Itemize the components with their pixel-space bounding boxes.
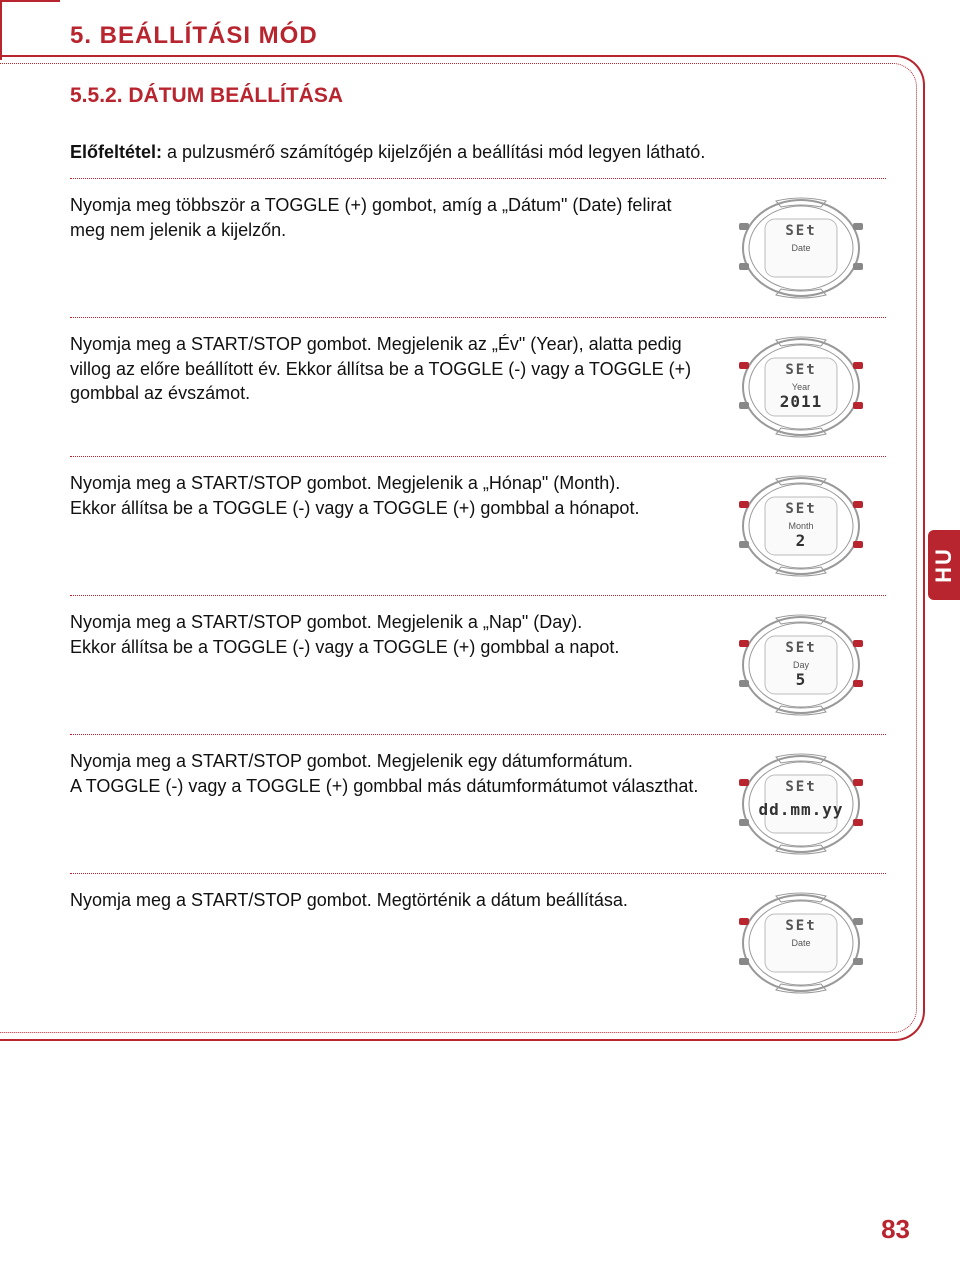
step-row: Nyomja meg a START/STOP gombot. Megjelen…: [70, 318, 886, 457]
svg-text:2: 2: [796, 531, 807, 550]
subsection-heading: 5.5.2. DÁTUM BEÁLLÍTÁSA: [70, 84, 886, 108]
watch-illustration: SEt Year 2011: [716, 332, 886, 442]
watch-illustration: SEt Month 2: [716, 471, 886, 581]
svg-text:Month: Month: [788, 521, 813, 531]
page-number: 83: [881, 1214, 910, 1245]
section-heading: 5. BEÁLLÍTÁSI MÓD: [70, 22, 318, 50]
step-text: Nyomja meg a START/STOP gombot. Megjelen…: [70, 610, 704, 659]
svg-text:Year: Year: [792, 382, 810, 392]
step-text: Nyomja meg a START/STOP gombot. Megjelen…: [70, 471, 704, 520]
content-frame: 5.5.2. DÁTUM BEÁLLÍTÁSA Előfeltétel: a p…: [0, 55, 925, 1041]
svg-text:Date: Date: [791, 243, 810, 253]
language-tab: HU: [928, 530, 960, 600]
watch-icon: SEt Date: [721, 193, 881, 303]
corner-decor: [0, 0, 60, 60]
step-row: Nyomja meg a START/STOP gombot. Megjelen…: [70, 596, 886, 735]
watch-illustration: SEt Date: [716, 193, 886, 303]
step-text: Nyomja meg a START/STOP gombot. Megjelen…: [70, 332, 704, 405]
step-row: Nyomja meg a START/STOP gombot. Megjelen…: [70, 735, 886, 874]
svg-text:SEt: SEt: [785, 779, 816, 795]
watch-illustration: SEt Day 5: [716, 610, 886, 720]
svg-text:2011: 2011: [780, 392, 823, 411]
watch-icon: SEt Month 2: [721, 471, 881, 581]
watch-icon: SEt Year 2011: [721, 332, 881, 442]
language-label: HU: [931, 547, 957, 583]
svg-text:SEt: SEt: [785, 640, 816, 656]
step-row: Nyomja meg többször a TOGGLE (+) gombot,…: [70, 179, 886, 318]
step-row: Nyomja meg a START/STOP gombot. Megtörté…: [70, 874, 886, 1012]
svg-text:Day: Day: [793, 660, 810, 670]
step-text: Nyomja meg a START/STOP gombot. Megtörté…: [70, 888, 704, 912]
svg-text:SEt: SEt: [785, 501, 816, 517]
svg-text:SEt: SEt: [785, 362, 816, 378]
watch-icon: SEt dd.mm.yy: [721, 749, 881, 859]
svg-text:SEt: SEt: [785, 223, 816, 239]
step-text: Előfeltétel: a pulzusmérő számítógép kij…: [70, 140, 886, 164]
step-text: Nyomja meg többször a TOGGLE (+) gombot,…: [70, 193, 704, 242]
watch-illustration: SEt Date: [716, 888, 886, 998]
step-row: Előfeltétel: a pulzusmérő számítógép kij…: [70, 126, 886, 179]
content-inner: 5.5.2. DÁTUM BEÁLLÍTÁSA Előfeltétel: a p…: [0, 63, 917, 1033]
watch-illustration: SEt dd.mm.yy: [716, 749, 886, 859]
steps-list: Előfeltétel: a pulzusmérő számítógép kij…: [70, 126, 886, 1012]
svg-text:Date: Date: [791, 938, 810, 948]
svg-text:5: 5: [796, 670, 807, 689]
watch-icon: SEt Date: [721, 888, 881, 998]
step-row: Nyomja meg a START/STOP gombot. Megjelen…: [70, 457, 886, 596]
watch-icon: SEt Day 5: [721, 610, 881, 720]
svg-text:SEt: SEt: [785, 918, 816, 934]
svg-text:dd.mm.yy: dd.mm.yy: [758, 800, 843, 819]
step-text: Nyomja meg a START/STOP gombot. Megjelen…: [70, 749, 704, 798]
